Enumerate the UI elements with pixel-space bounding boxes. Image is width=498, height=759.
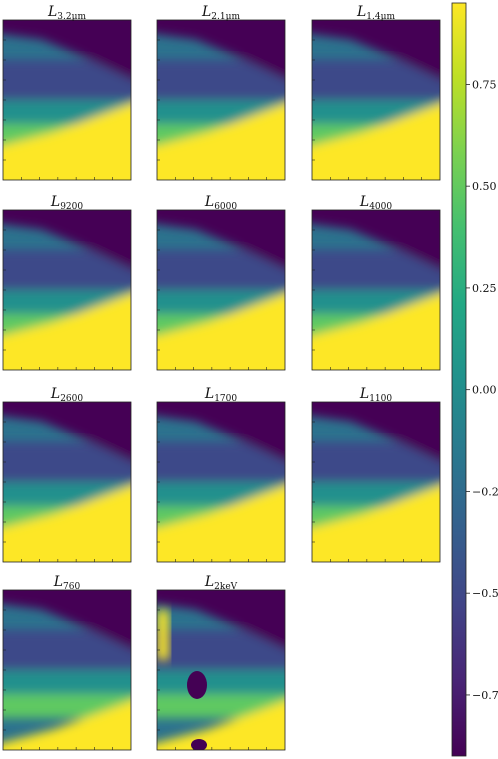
- panel-title: L1.4μm: [356, 4, 395, 22]
- panel-title-sub: 2keV: [214, 582, 238, 592]
- colorbar-tick-label: 0.00: [472, 384, 497, 397]
- heatmap-panel: L2keV: [156, 574, 286, 751]
- panel-title-sub: 3.2μm: [57, 12, 86, 22]
- panel-title: L2keV: [204, 574, 238, 592]
- heatmap-panel: L9200: [2, 194, 132, 371]
- panel-title: L3.2μm: [47, 4, 86, 22]
- heatmap-panel: L3.2μm: [2, 4, 132, 181]
- panel-title-base: L: [204, 574, 214, 590]
- colorbar-gradient: [451, 2, 467, 757]
- panel-title: L2.1μm: [201, 4, 240, 22]
- heatmap-panel: L1.4μm: [311, 4, 441, 181]
- panel-title-base: L: [359, 386, 369, 402]
- panel-title-sub: 2.1μm: [211, 12, 240, 22]
- panel-title: L6000: [204, 194, 237, 212]
- panel-title-base: L: [47, 4, 57, 20]
- panel-title-sub: 1100: [369, 394, 392, 404]
- colorbar-tick-label: −0.75: [472, 689, 498, 702]
- panel-title-base: L: [356, 4, 366, 20]
- panel-title: L2600: [50, 386, 83, 404]
- colorbar: 0.75 0.50 0.25 0.00 −0.25 −0.50 −0.75: [451, 2, 498, 757]
- panel-title-base: L: [204, 386, 214, 402]
- panel-title-sub: 2600: [60, 394, 83, 404]
- colorbar-tick-label: 0.50: [472, 180, 497, 193]
- panel-title-sub: 4000: [369, 202, 392, 212]
- colorbar-tick-label: −0.25: [472, 485, 498, 498]
- panel-title-base: L: [204, 194, 214, 210]
- panel-title-sub: 9200: [60, 202, 83, 212]
- panel-title: L1700: [204, 386, 237, 404]
- colorbar-tick-label: 0.25: [472, 282, 497, 295]
- panel-title-sub: 760: [63, 582, 80, 592]
- panel-title: L760: [53, 574, 81, 592]
- panel-title-sub: 6000: [214, 202, 237, 212]
- panel-title-base: L: [50, 386, 60, 402]
- colorbar-tick-label: 0.75: [472, 78, 497, 91]
- heatmap-panel: L4000: [311, 194, 441, 371]
- panel-title-sub: 1700: [214, 394, 237, 404]
- heatmap-panel: L1100: [311, 386, 441, 563]
- panel-title-base: L: [201, 4, 211, 20]
- panel-title: L4000: [359, 194, 392, 212]
- panel-title-base: L: [359, 194, 369, 210]
- colorbar-tick-label: −0.50: [472, 587, 498, 600]
- heatmap-panel: L760: [2, 574, 132, 751]
- panel-title: L1100: [359, 386, 392, 404]
- heatmap-panel: L1700: [156, 386, 286, 563]
- heatmap-panel: L2.1μm: [156, 4, 286, 181]
- heatmap-panel: L6000: [156, 194, 286, 371]
- panel-title-base: L: [50, 194, 60, 210]
- heatmap-panel: L2600: [2, 386, 132, 563]
- panel-title-base: L: [53, 574, 63, 590]
- panel-title-sub: 1.4μm: [366, 12, 395, 22]
- panel-title: L9200: [50, 194, 83, 212]
